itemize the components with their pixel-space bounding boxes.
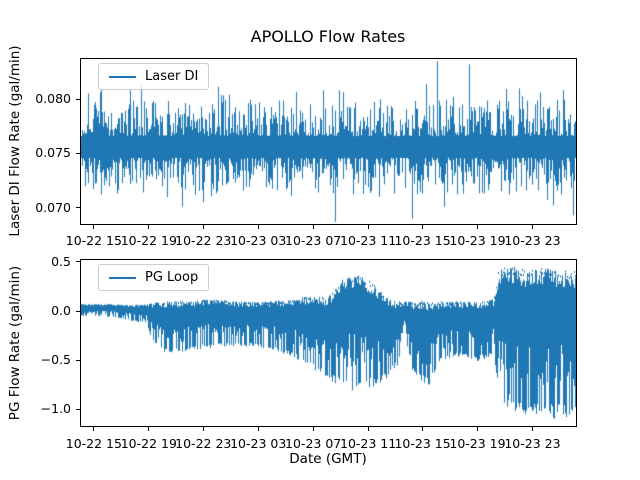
x-tick-label: 10-23 07 xyxy=(285,436,342,451)
x-tick-label: 10-22 15 xyxy=(65,436,122,451)
x-tick-mark xyxy=(476,225,478,229)
y-tick-mark xyxy=(76,310,80,312)
y-axis-label-pg-loop: PG Flow Rate (gal/min) xyxy=(7,265,23,421)
x-tick-mark xyxy=(257,427,259,431)
legend-label-laser-di: Laser DI xyxy=(145,69,199,84)
x-tick-mark xyxy=(257,225,259,229)
y-tick-mark xyxy=(76,98,80,100)
y-tick-label: 0.0 xyxy=(51,303,71,319)
x-tick-label: 10-22 19 xyxy=(120,233,177,248)
x-tick-mark xyxy=(476,427,478,431)
subplot-laser-di: Laser DI xyxy=(80,58,577,225)
x-tick-label: 10-22 23 xyxy=(175,233,232,248)
x-tick-label: 10-23 23 xyxy=(504,233,561,248)
x-tick-mark xyxy=(531,225,533,229)
x-tick-mark xyxy=(202,225,204,229)
x-axis-label: Date (GMT) xyxy=(289,451,367,467)
x-tick-mark xyxy=(531,427,533,431)
legend-label-pg-loop: PG Loop xyxy=(145,270,199,285)
x-tick-label: 10-23 19 xyxy=(449,233,506,248)
x-tick-label: 10-23 03 xyxy=(230,233,287,248)
y-tick-label: 0.070 xyxy=(35,199,71,215)
x-tick-label: 10-22 19 xyxy=(120,436,177,451)
x-tick-mark xyxy=(367,225,369,229)
x-tick-label: 10-22 23 xyxy=(175,436,232,451)
legend-line-sample-icon xyxy=(109,75,136,78)
y-tick-mark xyxy=(76,359,80,361)
legend-laser-di: Laser DI xyxy=(98,63,210,90)
x-tick-mark xyxy=(148,225,150,229)
x-tick-label: 10-23 15 xyxy=(394,233,451,248)
x-tick-label: 10-22 15 xyxy=(65,233,122,248)
y-tick-mark xyxy=(76,261,80,263)
x-tick-label: 10-23 15 xyxy=(394,436,451,451)
legend-line-sample-icon xyxy=(109,276,136,279)
chart-title: APOLLO Flow Rates xyxy=(250,27,406,46)
x-tick-mark xyxy=(202,427,204,431)
y-tick-mark xyxy=(76,408,80,410)
x-tick-label: 10-23 03 xyxy=(230,436,287,451)
x-tick-label: 10-23 23 xyxy=(504,436,561,451)
y-tick-mark xyxy=(76,152,80,154)
y-tick-label: 0.080 xyxy=(35,91,71,107)
x-tick-mark xyxy=(148,427,150,431)
x-tick-label: 10-23 07 xyxy=(285,233,342,248)
x-tick-mark xyxy=(93,225,95,229)
legend-pg-loop: PG Loop xyxy=(98,264,210,291)
x-tick-mark xyxy=(422,225,424,229)
y-tick-label: 0.075 xyxy=(35,145,71,161)
subplot-pg-loop: PG Loop xyxy=(80,259,577,427)
y-tick-label: −1.0 xyxy=(40,401,71,417)
x-tick-mark xyxy=(422,427,424,431)
x-tick-mark xyxy=(312,225,314,229)
y-tick-label: 0.5 xyxy=(51,253,71,269)
x-tick-mark xyxy=(93,427,95,431)
x-tick-mark xyxy=(367,427,369,431)
x-tick-label: 10-23 19 xyxy=(449,436,506,451)
x-tick-label: 10-23 11 xyxy=(339,436,397,451)
y-tick-label: −0.5 xyxy=(40,352,71,368)
y-tick-mark xyxy=(76,207,80,209)
x-tick-mark xyxy=(312,427,314,431)
x-tick-label: 10-23 11 xyxy=(339,233,397,248)
